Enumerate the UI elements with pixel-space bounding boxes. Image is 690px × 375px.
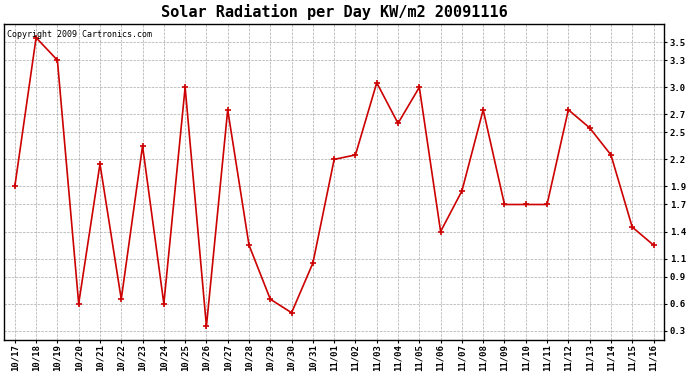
Title: Solar Radiation per Day KW/m2 20091116: Solar Radiation per Day KW/m2 20091116	[161, 4, 508, 20]
Text: Copyright 2009 Cartronics.com: Copyright 2009 Cartronics.com	[8, 30, 152, 39]
